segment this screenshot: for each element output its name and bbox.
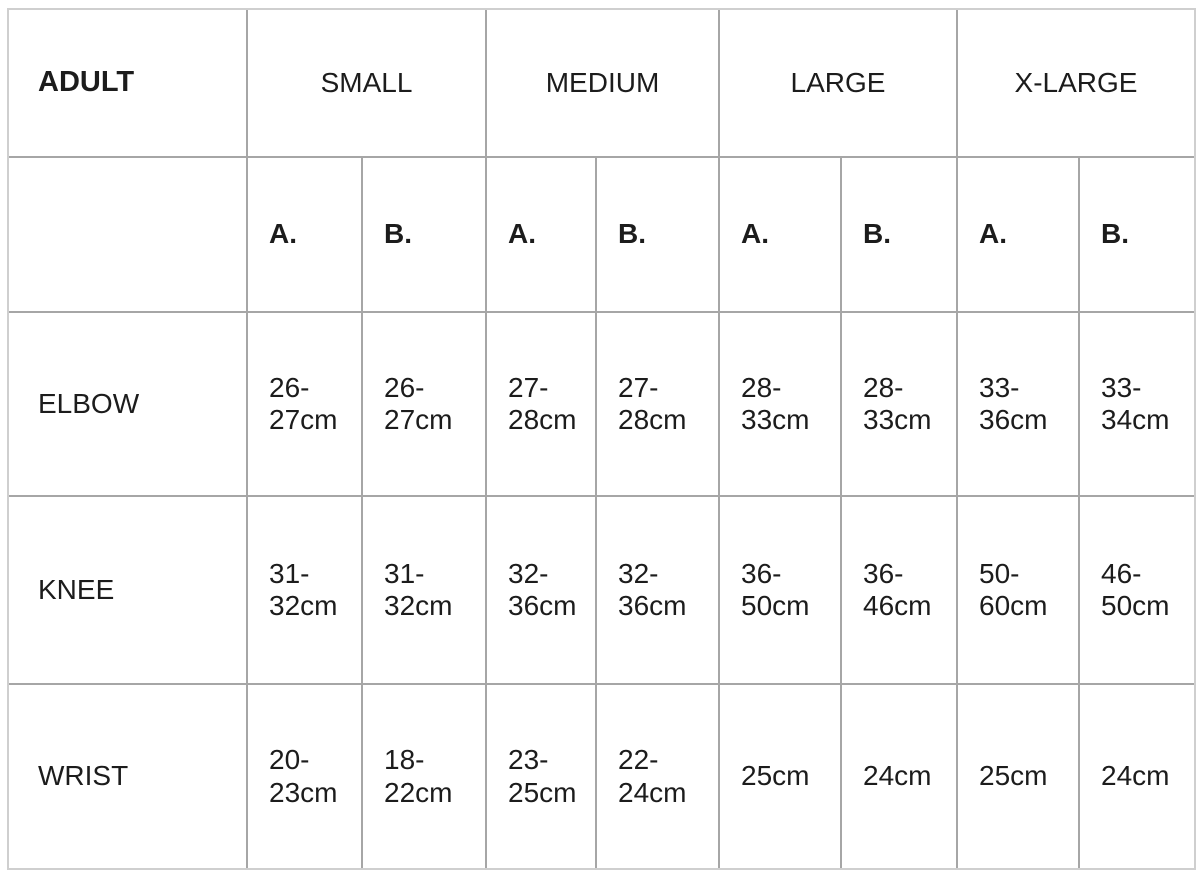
cell-knee-small-a: 31-32cm (248, 497, 361, 683)
cell-elbow-small-b: 26-27cm (363, 313, 485, 495)
measurement-value: 24cm (1101, 760, 1170, 792)
measurement-value: 46-50cm (1101, 557, 1170, 621)
measurement-value: 27-28cm (508, 371, 577, 435)
measurement-value: 36-50cm (741, 557, 810, 621)
measure-header-medium-a: A. (487, 158, 595, 311)
measurement-value: 25cm (741, 760, 810, 792)
measurement-value: 31-32cm (269, 557, 338, 621)
measure-header-small-b: B. (363, 158, 485, 311)
cell-elbow-small-a: 26-27cm (248, 313, 361, 495)
measurement-value: 24cm (863, 760, 932, 792)
measurement-value: 36-46cm (863, 557, 932, 621)
cell-elbow-medium-a: 27-28cm (487, 313, 595, 495)
size-header-large: LARGE (720, 10, 956, 156)
measure-header-small-a: A. (248, 158, 361, 311)
measurement-value: 33-36cm (979, 371, 1048, 435)
cell-knee-small-b: 31-32cm (363, 497, 485, 683)
measure-header-large-b: B. (842, 158, 956, 311)
size-header-xlarge: X-LARGE (958, 10, 1194, 156)
measure-header-medium-b: B. (597, 158, 718, 311)
measurement-value: 31-32cm (384, 557, 453, 621)
measurement-value: 27-28cm (618, 371, 687, 435)
row-label-wrist: WRIST (9, 685, 246, 868)
measure-header-xlarge-a: A. (958, 158, 1078, 311)
measurement-value: 32-36cm (618, 557, 687, 621)
cell-wrist-small-b: 18-22cm (363, 685, 485, 868)
size-header-small: SMALL (248, 10, 485, 156)
row-label-knee: KNEE (9, 497, 246, 683)
corner-header-adult: ADULT (9, 10, 246, 156)
cell-wrist-medium-b: 22-24cm (597, 685, 718, 868)
measurement-value: 32-36cm (508, 557, 577, 621)
measurement-value: 20-23cm (269, 744, 338, 808)
measurement-value: 26-27cm (269, 371, 338, 435)
cell-elbow-large-a: 28-33cm (720, 313, 840, 495)
cell-knee-large-b: 36-46cm (842, 497, 956, 683)
measurement-value: 25cm (979, 760, 1048, 792)
measurement-value: 28-33cm (863, 371, 932, 435)
measurement-value: 28-33cm (741, 371, 810, 435)
cell-wrist-medium-a: 23-25cm (487, 685, 595, 868)
row-label-elbow: ELBOW (9, 313, 246, 495)
cell-wrist-small-a: 20-23cm (248, 685, 361, 868)
measurement-value: 26-27cm (384, 371, 453, 435)
measurement-value: 18-22cm (384, 744, 453, 808)
cell-wrist-large-b: 24cm (842, 685, 956, 868)
measurement-value: 50-60cm (979, 557, 1048, 621)
cell-wrist-large-a: 25cm (720, 685, 840, 868)
cell-knee-medium-a: 32-36cm (487, 497, 595, 683)
measure-header-large-a: A. (720, 158, 840, 311)
cell-wrist-xlarge-a: 25cm (958, 685, 1078, 868)
cell-elbow-xlarge-a: 33-36cm (958, 313, 1078, 495)
cell-elbow-medium-b: 27-28cm (597, 313, 718, 495)
measurement-value: 33-34cm (1101, 371, 1170, 435)
measurement-value: 22-24cm (618, 744, 687, 808)
corner-spacer-cell (9, 158, 246, 311)
cell-knee-medium-b: 32-36cm (597, 497, 718, 683)
cell-knee-xlarge-a: 50-60cm (958, 497, 1078, 683)
cell-elbow-large-b: 28-33cm (842, 313, 956, 495)
measurement-value: 23-25cm (508, 744, 577, 808)
size-chart-table: ADULT SMALL MEDIUM LARGE X-LARGE A. B. A… (7, 8, 1196, 870)
measure-header-xlarge-b: B. (1080, 158, 1194, 311)
cell-knee-xlarge-b: 46-50cm (1080, 497, 1194, 683)
cell-knee-large-a: 36-50cm (720, 497, 840, 683)
cell-elbow-xlarge-b: 33-34cm (1080, 313, 1194, 495)
size-header-medium: MEDIUM (487, 10, 718, 156)
cell-wrist-xlarge-b: 24cm (1080, 685, 1194, 868)
